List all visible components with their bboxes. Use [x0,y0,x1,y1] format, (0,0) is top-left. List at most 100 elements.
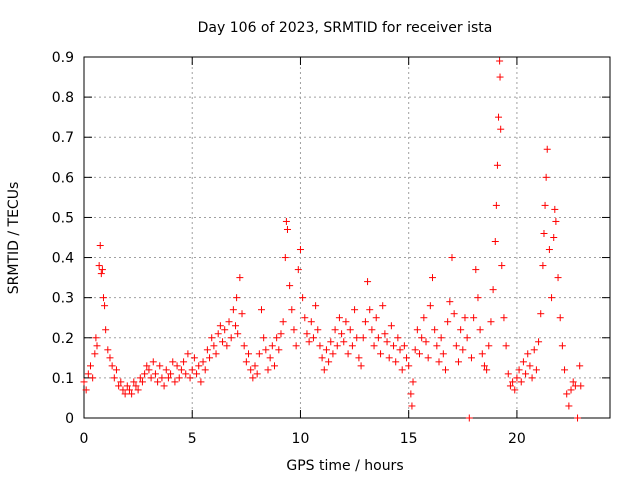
data-point [275,346,283,354]
data-point [307,318,315,326]
data-point [188,366,196,374]
data-point [115,382,123,390]
data-point [177,366,185,374]
data-point [327,338,335,346]
data-point [96,242,104,250]
data-point [257,306,265,314]
data-point [435,358,443,366]
data-point [383,338,391,346]
data-point [340,338,348,346]
data-point [450,310,458,318]
data-point [563,390,571,398]
data-point [102,326,110,334]
data-point [496,73,504,81]
data-point [355,354,363,362]
data-point [119,386,127,394]
data-point [309,334,317,342]
data-point [567,386,575,394]
data-point [480,362,488,370]
data-point [577,382,585,390]
data-point [134,386,142,394]
data-point [348,342,356,350]
data-point [411,346,419,354]
data-point [528,374,536,382]
data-point [322,346,330,354]
data-point [361,318,369,326]
data-point [424,354,432,362]
data-point [431,326,439,334]
data-point [433,342,441,350]
data-point [467,354,475,362]
data-point [379,302,387,310]
data-point [542,173,550,181]
data-point [210,342,218,350]
data-point [229,306,237,314]
data-point [89,374,97,382]
data-point [478,350,486,358]
data-point [422,338,430,346]
data-point [234,330,242,338]
data-point [405,362,413,370]
data-point [498,262,506,270]
data-point [82,386,90,394]
x-tick-label: 5 [188,431,197,447]
data-point [377,350,385,358]
data-point [270,362,278,370]
data-point [106,354,114,362]
data-point [160,382,168,390]
data-point [299,294,307,302]
data-point [331,326,339,334]
data-point [524,350,532,358]
data-point [92,334,100,342]
data-point [171,378,179,386]
data-point [506,382,514,390]
data-point [452,342,460,350]
data-point [180,358,188,366]
data-point [333,342,341,350]
data-point [403,354,411,362]
data-point [554,274,562,282]
y-tick-label: 0.8 [52,90,74,106]
data-point [541,201,549,209]
data-point [253,370,261,378]
data-point [353,334,361,342]
data-point [351,306,359,314]
data-point [283,225,291,233]
data-point [314,326,322,334]
data-point [158,374,166,382]
data-point [550,234,558,241]
data-point [251,362,259,370]
data-point [112,366,120,374]
data-point [387,322,395,330]
data-point [288,306,296,314]
data-point [470,314,478,322]
y-tick-label: 0.4 [52,251,74,267]
data-point [364,278,372,286]
data-point [141,370,149,378]
data-point [108,362,116,370]
data-point [392,358,400,366]
x-tick-label: 0 [80,431,89,447]
data-point [569,378,577,386]
data-point [101,302,109,310]
data-point [225,318,233,326]
data-point [184,350,192,358]
y-tick-label: 0.2 [52,331,74,347]
data-point [128,390,136,398]
data-point [121,390,129,398]
data-point [556,314,564,322]
data-point [497,125,505,133]
data-point [492,201,500,209]
data-point [444,318,452,326]
data-point [346,326,354,334]
data-point [238,310,246,318]
data-point [476,326,484,334]
data-point [193,370,201,378]
y-axis: 0 0.1 0.2 0.3 0.4 0.5 0.6 0.7 0.8 0.9 [52,50,610,427]
data-point [495,113,503,121]
data-point [526,362,534,370]
data-point [454,358,462,366]
data-point [413,326,421,334]
data-point [485,342,493,350]
